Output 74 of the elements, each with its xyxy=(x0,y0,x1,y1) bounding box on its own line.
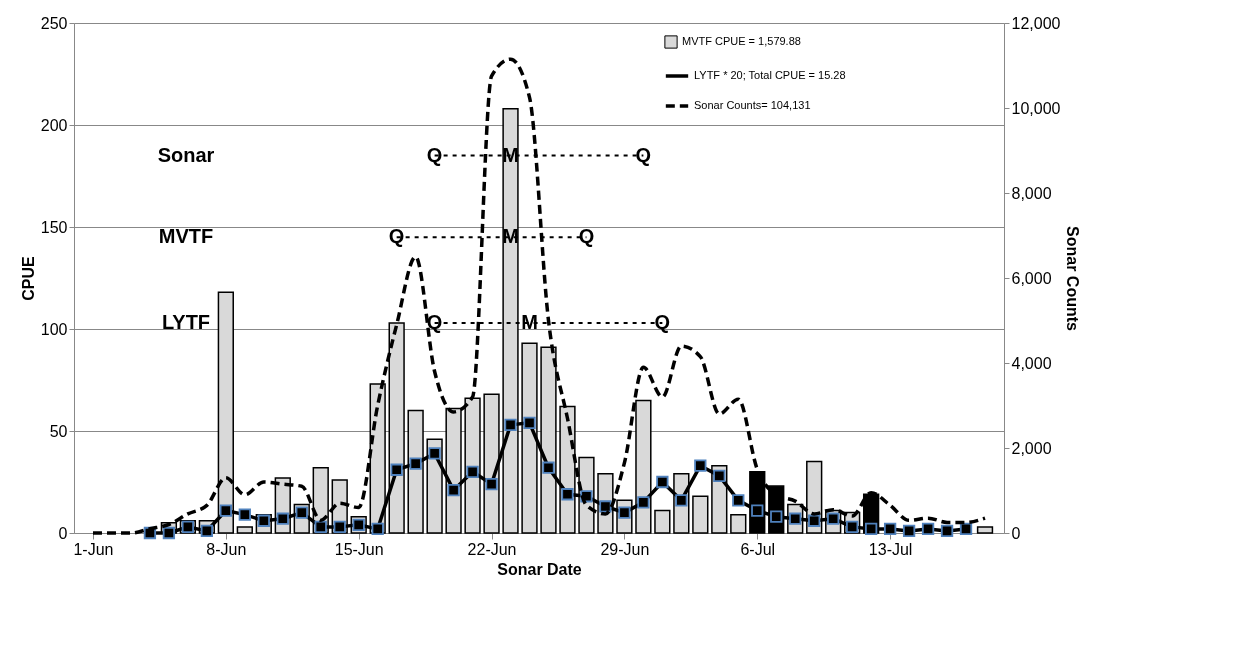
point xyxy=(504,418,517,432)
annotation: Q xyxy=(635,143,652,166)
point xyxy=(599,500,612,513)
legend-label: MVTF CPUE = 1,579.88 xyxy=(682,35,801,47)
annotation: Q xyxy=(654,310,671,333)
y-axis-title: CPUE xyxy=(19,255,37,301)
point xyxy=(751,504,764,517)
point xyxy=(883,522,897,536)
y2-tick-label: 10,000 xyxy=(1011,99,1061,117)
point xyxy=(162,526,176,540)
bar xyxy=(236,526,253,534)
y2-tick-label: 4,000 xyxy=(1011,354,1052,372)
point xyxy=(808,514,821,527)
y2-tick-label: 6,000 xyxy=(1011,269,1052,287)
x-tick-label: 13-Jul xyxy=(868,540,913,558)
point xyxy=(542,461,555,474)
point xyxy=(219,504,232,517)
point xyxy=(675,494,688,507)
bar xyxy=(976,526,994,534)
x-tick-label: 15-Jun xyxy=(334,540,384,558)
bar xyxy=(730,513,747,534)
annotation: Q xyxy=(426,143,443,166)
point xyxy=(902,524,916,538)
point xyxy=(276,512,289,525)
point xyxy=(200,524,213,538)
x-tick-label: 6-Jul xyxy=(740,540,776,558)
legend-label: LYTF * 20; Total CPUE = 15.28 xyxy=(694,69,846,81)
bar xyxy=(692,495,709,534)
y2-tick-label: 8,000 xyxy=(1011,184,1052,202)
point xyxy=(959,522,973,536)
y-tick-label: 200 xyxy=(40,116,68,134)
point xyxy=(466,465,479,478)
point xyxy=(447,484,460,497)
x-tick-label: 29-Jun xyxy=(600,540,650,558)
y2-axis-title: Sonar Counts xyxy=(1064,226,1082,332)
point xyxy=(390,463,403,476)
point xyxy=(409,457,422,470)
y-tick-label: 50 xyxy=(49,422,68,440)
y-tick-label: 250 xyxy=(40,14,68,32)
y-tick-label: 150 xyxy=(40,218,68,236)
point xyxy=(656,475,669,489)
y-tick-label: 0 xyxy=(58,524,68,542)
point xyxy=(713,469,726,483)
x-tick-label: 8-Jun xyxy=(206,540,247,558)
annotation: Q xyxy=(578,225,595,248)
point xyxy=(732,494,745,507)
point xyxy=(428,447,441,460)
point xyxy=(238,508,251,521)
annotation: LYTF xyxy=(161,310,211,333)
point xyxy=(523,416,536,429)
x-tick-label: 1-Jun xyxy=(73,540,114,558)
y2-tick-label: 0 xyxy=(1011,524,1021,542)
point xyxy=(694,459,707,472)
point xyxy=(921,522,935,536)
y2-tick-label: 12,000 xyxy=(1011,14,1061,32)
bar xyxy=(654,509,671,534)
x-tick-label: 22-Jun xyxy=(467,540,517,558)
annotation: Sonar xyxy=(157,143,215,166)
legend-label: Sonar Counts= 104,131 xyxy=(694,99,811,111)
point xyxy=(371,522,384,536)
point xyxy=(561,488,574,501)
annotation: Q xyxy=(388,225,405,248)
point xyxy=(865,522,878,536)
point xyxy=(314,520,327,534)
point xyxy=(940,524,954,538)
point xyxy=(333,520,346,534)
y2-tick-label: 2,000 xyxy=(1011,439,1052,457)
annotation: Q xyxy=(426,310,443,333)
x-axis-title: Sonar Date xyxy=(497,560,582,578)
point xyxy=(770,510,783,523)
annotation: MVTF xyxy=(158,225,214,248)
y-tick-label: 100 xyxy=(40,320,68,338)
point xyxy=(637,496,650,509)
point xyxy=(485,477,498,491)
